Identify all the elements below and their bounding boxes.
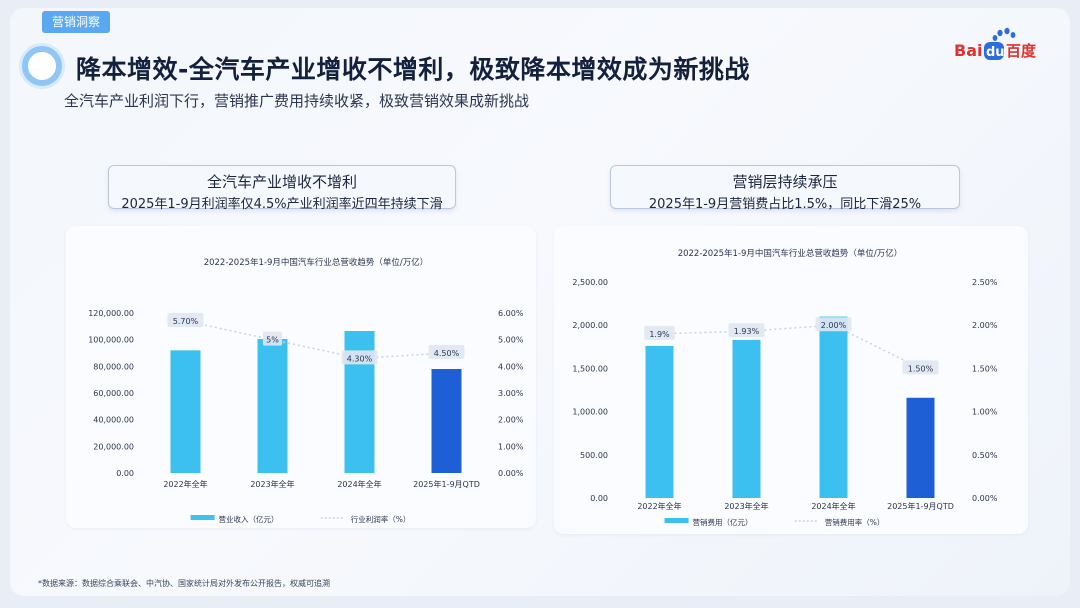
section-tag: 营销洞察: [42, 11, 111, 33]
right-category-label: 2024年全年: [811, 501, 855, 511]
left-legend: 营业收入（亿元） 行业利润率（%）: [190, 514, 411, 524]
revenue-chart: 2022-2025年1-9月中国汽车行业总营收趋势（单位/万亿） 0.00 20,0…: [88, 257, 524, 524]
left-line-label: 5.70%: [173, 317, 199, 326]
left-bar: [170, 350, 201, 473]
left-y2-tick-label: 6.00%: [498, 309, 524, 318]
left-summary-subtitle: 2025年1-9月利润率仅4.5%产业利润率近四年持续下滑: [121, 197, 443, 212]
left-summary-title: 全汽车产业增收不增利: [206, 173, 357, 191]
right-bar: [906, 397, 935, 498]
page-subtitle: 全汽车产业利润下行，营销推广费用持续收紧，极致营销效果成新挑战: [64, 92, 530, 110]
left-line-point: 4.30%: [341, 350, 378, 365]
left-y-tick-label: 80,000.00: [93, 362, 134, 371]
left-category-label: 2022年全年: [163, 479, 207, 489]
page-title: 降本增效-全汽车产业增收不增利，极致降本增效成为新挑战: [76, 55, 750, 84]
svg-text:du: du: [986, 45, 1005, 60]
right-line-point: 1.9%: [644, 325, 675, 340]
right-y-tick-label: 500.00: [580, 451, 608, 460]
right-y-tick-label: 1,000.00: [572, 408, 608, 417]
paw-icon: [992, 27, 1016, 41]
left-y-tick-label: 100,000.00: [88, 336, 134, 345]
right-line-label: 2.00%: [821, 321, 847, 330]
left-category-label: 2024年全年: [337, 479, 381, 489]
left-line-point: 5%: [262, 331, 283, 346]
right-category-label: 2025年1-9月QTD: [887, 501, 954, 511]
left-legend-bar-swatch: [190, 515, 215, 520]
right-y-tick-label: 0.00: [590, 494, 608, 503]
left-y-tick-label: 40,000.00: [93, 416, 134, 425]
right-y2-tick-label: 2.50%: [972, 278, 998, 287]
right-bar: [819, 316, 848, 498]
left-y-tick-label: 60,000.00: [93, 389, 134, 398]
left-line-label: 4.50%: [434, 349, 460, 358]
left-y2-tick-label: 3.00%: [498, 389, 524, 398]
right-legend: 营销费用（亿元） 营销费用率（%）: [664, 517, 885, 527]
right-line-point: 1.50%: [902, 360, 939, 375]
left-y-tick-label: 20,000.00: [93, 442, 134, 451]
right-y2-tick-label: 0.00%: [972, 494, 998, 503]
decorative-ring-icon: [22, 46, 62, 86]
right-line-point: 1.93%: [728, 323, 765, 338]
right-summary-title: 营销层持续承压: [732, 173, 838, 191]
left-category-label: 2023年全年: [250, 479, 294, 489]
right-y-tick-label: 2,000.00: [572, 321, 608, 330]
right-summary-subtitle: 2025年1-9月营销费占比1.5%，同比下滑25%: [648, 197, 922, 212]
right-chart-title: 2022-2025年1-9月中国汽车行业总营收趋势（单位/万亿）: [678, 248, 903, 259]
right-legend-bar-label: 营销费用（亿元）: [693, 517, 753, 527]
left-bar: [431, 369, 462, 473]
right-y2-tick-label: 1.50%: [972, 364, 998, 373]
left-line-point: 4.50%: [428, 345, 465, 359]
left-y-tick-label: 0.00: [116, 469, 134, 478]
right-line-label: 1.93%: [734, 327, 760, 336]
right-y-tick-label: 1,500.00: [572, 364, 608, 373]
left-category-label: 2025年1-9月QTD: [413, 479, 480, 489]
left-bar: [257, 339, 288, 473]
right-category-label: 2022年全年: [637, 501, 681, 511]
left-series-line: [185, 320, 447, 360]
left-y2-tick-label: 4.00%: [498, 362, 524, 371]
right-legend-line-label: 营销费用率（%）: [825, 517, 885, 527]
left-summary-box: 全汽车产业增收不增利 2025年1-9月利润率仅4.5%产业利润率近四年持续下滑: [108, 165, 456, 212]
baidu-logo: Bai du 百度: [954, 27, 1037, 60]
svg-text:Bai: Bai: [954, 41, 982, 60]
left-legend-line-label: 行业利润率（%）: [351, 514, 411, 524]
svg-text:百度: 百度: [1006, 42, 1037, 60]
right-y-tick-label: 2,500.00: [572, 278, 608, 287]
slide: 营销洞察 降本增效-全汽车产业增收不增利，极致降本增效成为新挑战 全汽车产业利润…: [10, 8, 1070, 596]
left-legend-bar-label: 营业收入（亿元）: [219, 514, 279, 524]
right-legend-bar-swatch: [664, 518, 689, 523]
right-chart-panel: [554, 226, 1028, 534]
right-y2-tick-label: 2.00%: [972, 321, 998, 330]
left-y2-tick-label: 2.00%: [498, 416, 524, 425]
right-summary-box: 营销层持续承压 2025年1-9月营销费占比1.5%，同比下滑25%: [610, 165, 960, 212]
left-line-label: 5%: [266, 336, 279, 345]
footnote: *数据来源：数据综合乘联会、中汽协、国家统计局对外发布公开报告，权威可追溯: [38, 579, 330, 588]
left-y2-tick-label: 0.00%: [498, 469, 524, 478]
right-y2-tick-label: 1.00%: [972, 408, 998, 417]
right-line-label: 1.50%: [908, 364, 934, 373]
right-series-line: [659, 324, 921, 370]
left-y2-tick-label: 5.00%: [498, 336, 524, 345]
right-line-label: 1.9%: [649, 330, 670, 339]
left-line-label: 4.30%: [347, 354, 373, 363]
marketing-chart: 2022-2025年1-9月中国汽车行业总营收趋势（单位/万亿） 0.00 500.…: [572, 248, 998, 527]
left-y-tick-label: 120,000.00: [88, 309, 134, 318]
left-y2-tick-label: 1.00%: [498, 442, 524, 451]
right-bar: [645, 345, 674, 498]
left-chart-title: 2022-2025年1-9月中国汽车行业总营收趋势（单位/万亿）: [204, 257, 429, 268]
right-y2-tick-label: 0.50%: [972, 451, 998, 460]
right-line-point: 2.00%: [815, 317, 852, 332]
left-line-point: 5.70%: [167, 313, 204, 327]
right-bar: [732, 339, 761, 498]
right-category-label: 2023年全年: [724, 501, 768, 511]
